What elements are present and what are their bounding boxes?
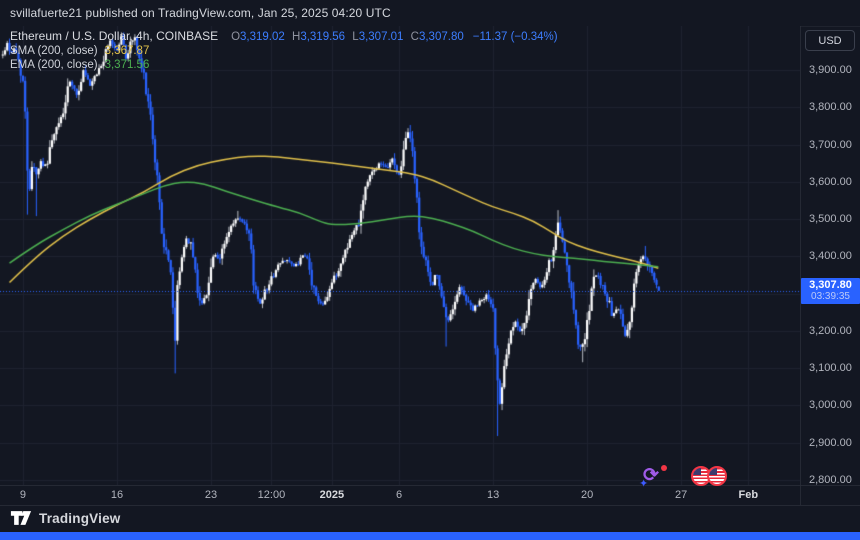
blue-sparkle-icon: ✦ bbox=[639, 478, 649, 490]
time-tick: 2025 bbox=[319, 489, 345, 501]
last-price-value: 3,307.80 bbox=[809, 279, 852, 292]
ohlc-readout: O3,319.02 H3,319.56 L3,307.01 C3,307.80 bbox=[227, 30, 464, 44]
footer-divider bbox=[0, 505, 860, 506]
last-price-badge[interactable]: 3,307.80 03:39:35 bbox=[801, 277, 860, 304]
price-tick: 3,100.00 bbox=[809, 362, 852, 375]
time-tick: Feb bbox=[738, 489, 759, 501]
low-value: 3,307.01 bbox=[358, 31, 404, 43]
close-value: 3,307.80 bbox=[418, 31, 464, 43]
tradingview-logo-icon bbox=[10, 511, 32, 525]
open-label: O bbox=[231, 31, 241, 43]
price-tick: 3,600.00 bbox=[809, 175, 852, 188]
footer: TradingView bbox=[0, 506, 860, 532]
currency-toggle-button[interactable]: USD bbox=[805, 30, 855, 51]
time-tick: 20 bbox=[581, 489, 594, 501]
cycle-arrows-icon: ⟳ bbox=[643, 465, 659, 486]
time-tick: 16 bbox=[110, 489, 124, 501]
bottom-accent-bar bbox=[0, 532, 860, 540]
us-flag-icon bbox=[691, 466, 711, 486]
ema-value: 3,371.56 bbox=[104, 59, 150, 71]
price-tick: 3,900.00 bbox=[809, 64, 852, 76]
bar-countdown: 03:39:35 bbox=[811, 291, 850, 303]
sma-legend-row[interactable]: SMA (200, close) 3,367.87 bbox=[10, 44, 558, 58]
time-tick: 6 bbox=[396, 489, 403, 501]
time-axis-divider bbox=[0, 485, 860, 486]
high-value: 3,319.56 bbox=[300, 31, 346, 43]
price-tick: 2,800.00 bbox=[809, 474, 852, 486]
economic-event-cycle-icon[interactable]: ⟳ ✦ bbox=[639, 464, 668, 490]
time-tick: 9 bbox=[19, 489, 26, 501]
chart-legend: Ethereum / U.S. Dollar, 4h, COINBASE O3,… bbox=[10, 29, 558, 72]
low-label: L bbox=[352, 31, 359, 43]
close-label: C bbox=[410, 31, 419, 43]
price-axis[interactable]: USD 3,307.80 03:39:35 3,900.00 3,800.00 3,… bbox=[801, 26, 860, 505]
tradingview-brand-text: TradingView bbox=[39, 510, 121, 526]
axis-divider bbox=[800, 26, 801, 505]
price-tick: 3,200.00 bbox=[809, 324, 852, 337]
time-tick: 13 bbox=[486, 489, 500, 501]
symbol-title[interactable]: Ethereum / U.S. Dollar, 4h, COINBASE bbox=[10, 29, 219, 43]
chart-canvas[interactable] bbox=[0, 26, 800, 485]
high-label: H bbox=[292, 31, 301, 43]
sma-label[interactable]: SMA (200, close) bbox=[10, 45, 98, 57]
price-tick: 3,000.00 bbox=[809, 399, 852, 412]
change-value: −11.37 (−0.34%) bbox=[472, 31, 558, 43]
us-flag-icon bbox=[707, 466, 727, 486]
time-tick: 23 bbox=[204, 489, 218, 501]
price-tick: 3,500.00 bbox=[809, 213, 852, 226]
price-tick: 2,900.00 bbox=[809, 436, 852, 449]
open-value: 3,319.02 bbox=[240, 31, 285, 43]
publish-info: svillafuerte21 published on TradingView.… bbox=[10, 6, 391, 20]
price-tick: 3,800.00 bbox=[809, 101, 852, 114]
price-tick: 3,400.00 bbox=[809, 250, 852, 263]
ema-legend-row[interactable]: EMA (200, close) 3,371.56 bbox=[10, 58, 558, 72]
sma-value: 3,367.87 bbox=[104, 45, 150, 57]
time-tick: 12:00 bbox=[257, 489, 286, 501]
price-tick: 3,700.00 bbox=[809, 138, 852, 151]
ema-label[interactable]: EMA (200, close) bbox=[10, 59, 98, 71]
time-tick: 27 bbox=[675, 489, 688, 501]
red-dot-icon bbox=[661, 465, 667, 471]
time-axis[interactable]: 9 16 23 12:00 2025 6 13 20 27 Feb bbox=[0, 486, 800, 505]
tradingview-brand-link[interactable]: TradingView bbox=[10, 510, 120, 526]
us-economic-events-icon[interactable] bbox=[691, 466, 727, 486]
publish-bar: svillafuerte21 published on TradingView.… bbox=[0, 0, 860, 26]
symbol-row[interactable]: Ethereum / U.S. Dollar, 4h, COINBASE O3,… bbox=[10, 29, 558, 44]
